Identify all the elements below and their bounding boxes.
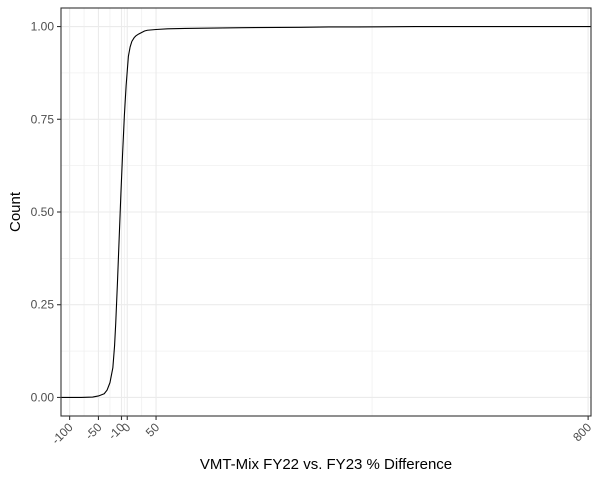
x-tick-label: -100 bbox=[49, 420, 76, 447]
y-tick-label: 1.00 bbox=[31, 20, 55, 34]
x-axis-title: VMT-Mix FY22 vs. FY23 % Difference bbox=[200, 456, 452, 473]
y-axis: 0.00 0.25 0.50 0.75 1.00 bbox=[31, 20, 61, 404]
x-tick-label: 800 bbox=[570, 420, 594, 444]
y-tick-label: 0.75 bbox=[31, 112, 55, 126]
y-axis-title: Count bbox=[7, 191, 24, 232]
y-tick-label: 0.50 bbox=[31, 205, 55, 219]
y-tick-label: 0.00 bbox=[31, 390, 55, 404]
x-tick-label: 50 bbox=[143, 420, 163, 440]
ecdf-line bbox=[61, 25, 591, 399]
x-tick-label: -50 bbox=[82, 420, 104, 442]
x-axis: -100 -50 -100 50 800 bbox=[49, 416, 594, 447]
grid-major bbox=[61, 8, 591, 416]
y-tick-label: 0.25 bbox=[31, 298, 55, 312]
series-layer bbox=[61, 25, 591, 399]
